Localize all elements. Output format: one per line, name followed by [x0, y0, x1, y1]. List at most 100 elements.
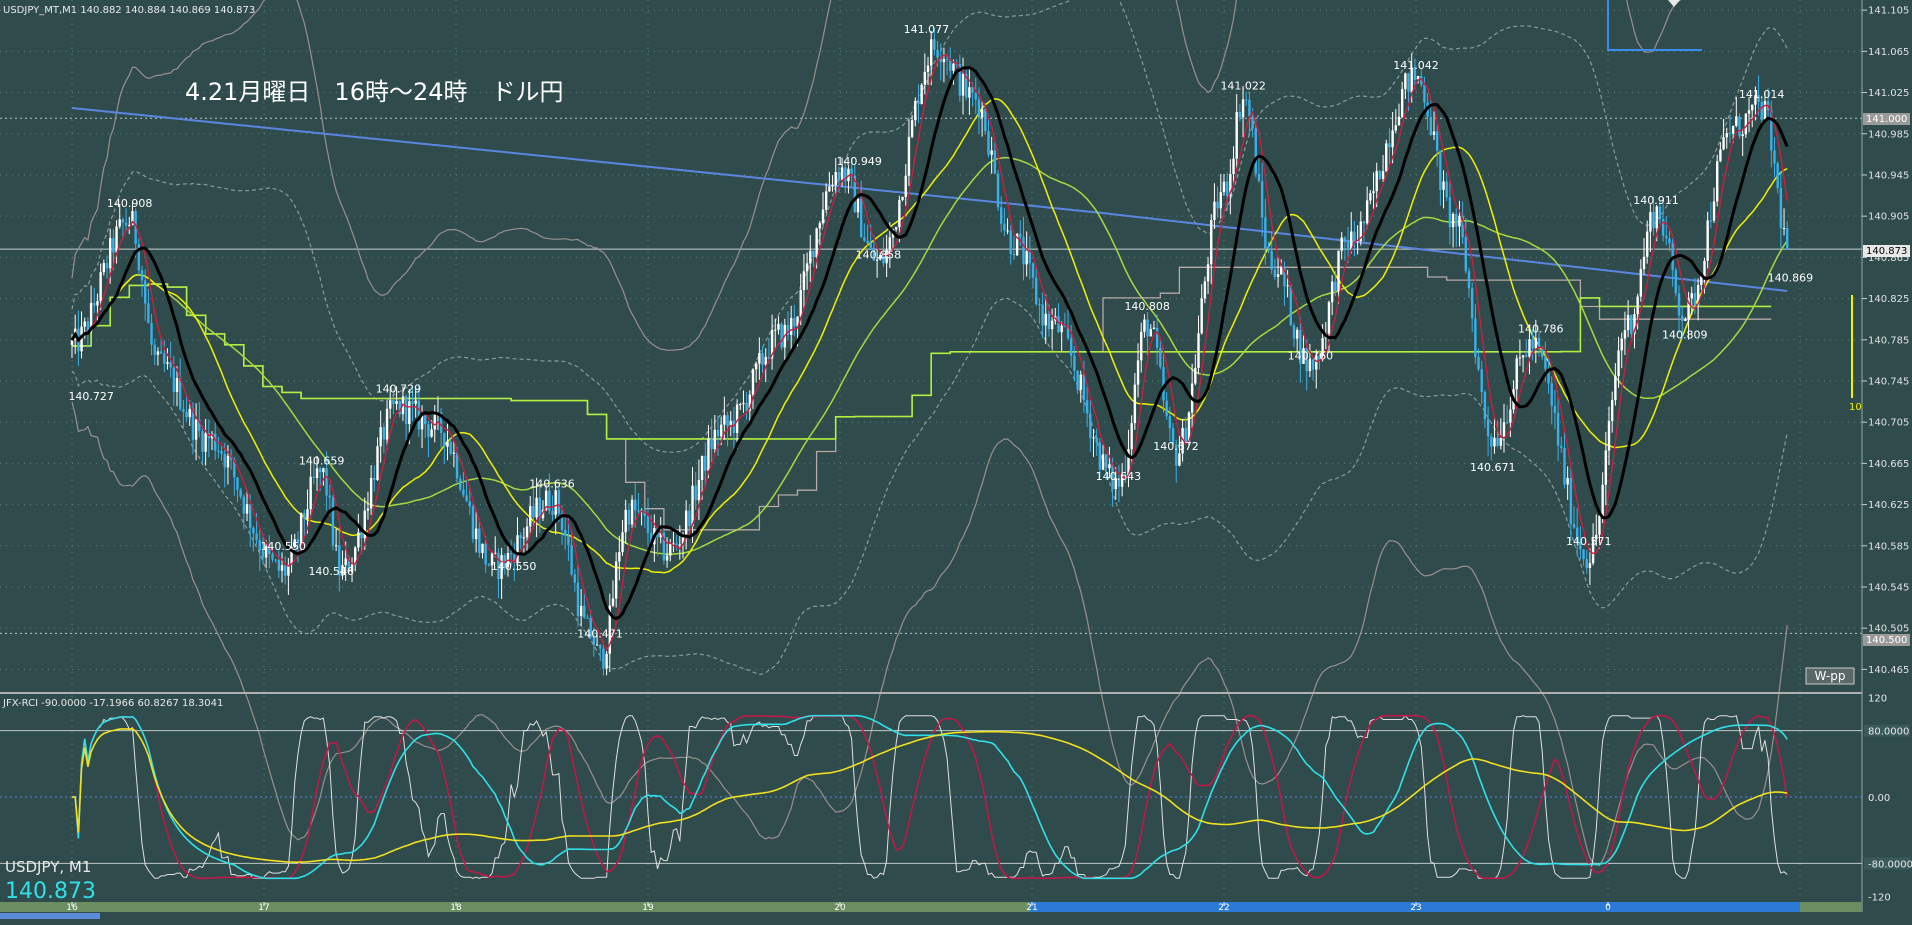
- candle-body: [1493, 437, 1496, 447]
- candle-body: [503, 555, 506, 568]
- candle-body: [178, 377, 182, 410]
- candle-body: [1381, 171, 1385, 179]
- candle-body: [691, 485, 694, 527]
- candle-body: [1178, 453, 1181, 466]
- candle-body: [204, 433, 207, 452]
- rci-lines: [72, 714, 1788, 880]
- candle-body: [786, 324, 790, 335]
- candle-body: [1585, 559, 1588, 569]
- candle-body: [1105, 454, 1108, 469]
- candle-body: [455, 452, 459, 479]
- candle-body: [220, 451, 223, 454]
- candle-body: [1101, 454, 1105, 470]
- candle-body: [395, 400, 398, 405]
- candle-body: [245, 504, 249, 514]
- candle-body: [1146, 319, 1149, 337]
- price-axis[interactable]: [1863, 0, 1912, 921]
- candle-body: [901, 196, 904, 200]
- candle-body: [306, 509, 309, 519]
- candle-body: [1445, 181, 1448, 198]
- candle-body: [942, 59, 946, 63]
- candle-body: [1203, 281, 1207, 299]
- candle-body: [1114, 478, 1117, 490]
- candle-body: [1369, 193, 1372, 201]
- candle-body: [939, 57, 942, 63]
- candle-body: [96, 301, 99, 306]
- candle-body: [1359, 221, 1362, 241]
- candle-body: [439, 412, 443, 433]
- candle-body: [1410, 67, 1413, 92]
- candle-body: [990, 150, 993, 155]
- time-label: 18: [450, 903, 462, 913]
- candle-body: [1028, 251, 1032, 264]
- candle-body: [1283, 266, 1286, 287]
- candle-body: [198, 419, 201, 431]
- candle-body: [958, 64, 962, 96]
- candle-body: [1668, 238, 1671, 244]
- candle-body: [1305, 348, 1308, 372]
- shift-marker-icon[interactable]: [1668, 0, 1680, 7]
- price-tick-label: 140.905: [1868, 212, 1909, 223]
- candle-body: [1595, 534, 1598, 540]
- candle-body: [462, 489, 465, 496]
- price-annotation: 140.908: [107, 197, 153, 210]
- price-annotation: 140.911: [1633, 194, 1679, 207]
- candle-body: [360, 532, 363, 539]
- candle-body: [1334, 281, 1337, 292]
- time-axis-selection[interactable]: [1030, 902, 1800, 912]
- candle-body: [338, 545, 341, 576]
- candle-body: [1031, 263, 1035, 278]
- candle-body: [223, 453, 226, 468]
- candle-body: [630, 499, 634, 525]
- candle-body: [694, 485, 697, 501]
- horizontal-scrollbar-thumb[interactable]: [0, 913, 100, 919]
- candle-body: [430, 429, 433, 437]
- candle-body: [1550, 383, 1553, 406]
- candle-body: [1238, 112, 1242, 118]
- candle-body: [121, 219, 125, 223]
- candle-body: [1343, 237, 1347, 242]
- candle-body: [1057, 316, 1060, 333]
- candle-body: [1423, 84, 1426, 103]
- candle-body: [105, 263, 109, 269]
- candle-body: [1292, 325, 1296, 339]
- candle-body: [605, 653, 608, 669]
- candle-body: [1009, 230, 1012, 255]
- candle-body: [1579, 541, 1582, 550]
- candle-body: [1525, 355, 1528, 357]
- candle-body: [713, 429, 717, 450]
- candle-body: [163, 353, 166, 364]
- price-annotation: 141.077: [904, 23, 950, 36]
- candle-body: [1394, 125, 1398, 131]
- candle-body: [1295, 329, 1299, 339]
- candle-body: [1614, 376, 1617, 401]
- candle-body: [500, 555, 503, 580]
- candle-body: [509, 553, 513, 555]
- time-axis-labels: 16 17 18 19 20 21 22 23 0: [66, 902, 1611, 913]
- candle-body: [188, 408, 191, 418]
- candle-body: [1744, 113, 1748, 135]
- candle-body: [665, 555, 669, 561]
- candle-body: [452, 452, 456, 454]
- candle-body: [859, 198, 863, 238]
- candle-body: [226, 455, 230, 468]
- candle-body: [516, 535, 519, 563]
- candle-body: [357, 532, 360, 548]
- candle-body: [328, 495, 331, 498]
- rci-axis-labels: 80.0000 0.00 -80.0000 120 -120: [1864, 693, 1912, 904]
- candle-body: [1537, 338, 1541, 347]
- candle-body: [1706, 220, 1709, 261]
- candle-body: [1079, 374, 1082, 390]
- candle-body: [1642, 256, 1646, 270]
- candle-body: [1490, 436, 1493, 447]
- candle-body: [1572, 524, 1576, 528]
- candle-body: [805, 263, 809, 272]
- candle-body: [487, 564, 491, 566]
- candle-body: [1108, 464, 1111, 469]
- candle-body: [637, 510, 640, 512]
- candle-body: [789, 318, 793, 335]
- candle-body: [1184, 427, 1187, 443]
- wpp-button[interactable]: [1805, 667, 1855, 685]
